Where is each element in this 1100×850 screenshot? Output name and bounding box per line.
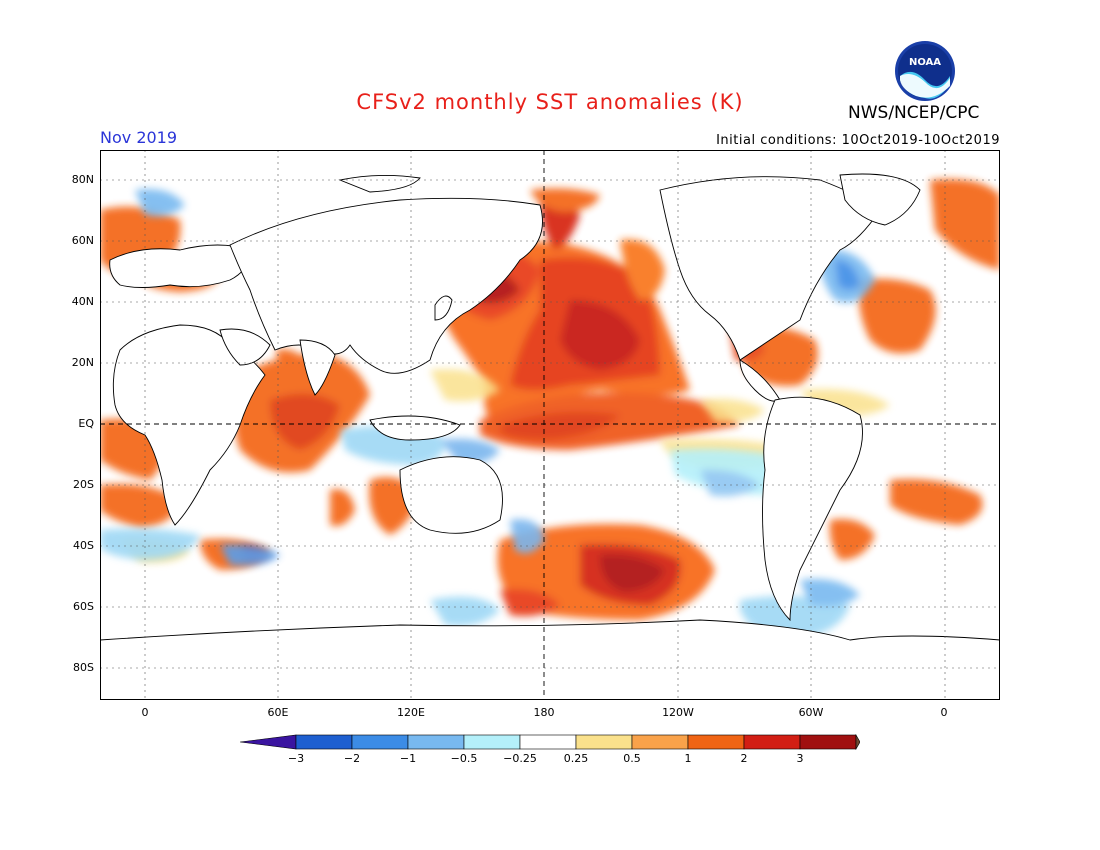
colorbar-segment (575, 734, 633, 750)
india-peninsula (299, 339, 336, 396)
lat-tick-label: 80N (71, 173, 94, 186)
colorbar-tick-label: 1 (684, 752, 692, 765)
lon-tick-label: 60E (267, 706, 289, 719)
colorbar-segment (743, 734, 801, 750)
colorbar-min-arrow (240, 734, 297, 750)
initial-conditions: Initial conditions: 10Oct2019-10Oct2019 (716, 133, 1000, 148)
logo-text: NOAA (909, 57, 941, 68)
equator-dateline (100, 150, 1000, 700)
central-america (739, 359, 781, 402)
arabia-peninsula (219, 328, 271, 366)
colorbar-segment (463, 734, 521, 750)
colorbar-tick-label: −2 (343, 752, 361, 765)
lat-tick-label: 40S (73, 539, 94, 552)
arctic-islands (338, 174, 421, 193)
africa-continent (112, 324, 266, 526)
lon-tick-label: 120W (662, 706, 694, 719)
lon-tick-label: 0 (141, 706, 149, 719)
chart-title: CFSv2 monthly SST anomalies (K) (356, 90, 744, 114)
colorbar-segment (407, 734, 465, 750)
antarctica-continent (100, 619, 1000, 700)
colorbar-tick-label: 0.5 (623, 752, 641, 765)
colorbar-segment (631, 734, 689, 750)
colorbar-tick-label: 2 (740, 752, 748, 765)
lat-tick-label: 20N (71, 356, 94, 369)
colorbar-segment (687, 734, 745, 750)
colorbar-tick-label: 3 (796, 752, 804, 765)
colorbar-segment (295, 734, 353, 750)
colorbar-segment (799, 734, 857, 750)
agency-label: NWS/NCEP/CPC (848, 103, 980, 123)
land-layer (100, 173, 1000, 700)
colorbar-tick-label: −1 (399, 752, 417, 765)
lat-tick-label: 80S (73, 661, 94, 674)
colorbar-max-arrow (855, 734, 860, 750)
lon-tick-label: 0 (940, 706, 948, 719)
colorbar-tick-label: −0.25 (503, 752, 537, 765)
lat-tick-label: 60N (71, 234, 94, 247)
lon-tick-label: 120E (397, 706, 425, 719)
sst-anomaly-map (100, 150, 1000, 700)
indonesia-islands (369, 415, 461, 441)
colorbar-segment (519, 734, 577, 750)
colorbar-segment (351, 734, 409, 750)
lon-tick-label: 60W (798, 706, 824, 719)
forecast-month: Nov 2019 (100, 128, 178, 147)
graticule (100, 150, 1000, 700)
lat-tick-label: EQ (78, 417, 94, 430)
colorbar (240, 734, 860, 750)
lat-tick-label: 60S (73, 600, 94, 613)
lat-tick-label: 20S (73, 478, 94, 491)
lat-tick-label: 40N (71, 295, 94, 308)
colorbar-tick-label: −3 (287, 752, 305, 765)
australia-continent (399, 456, 503, 534)
asia-continent (229, 197, 543, 374)
colorbar-tick-label: −0.5 (450, 752, 478, 765)
colorbar-tick-label: 0.25 (563, 752, 589, 765)
noaa-logo-icon: NOAA (895, 41, 955, 101)
south-america-continent (762, 396, 863, 622)
lon-tick-label: 180 (533, 706, 555, 719)
japan-islands (434, 295, 453, 321)
greenland-island (839, 173, 921, 226)
